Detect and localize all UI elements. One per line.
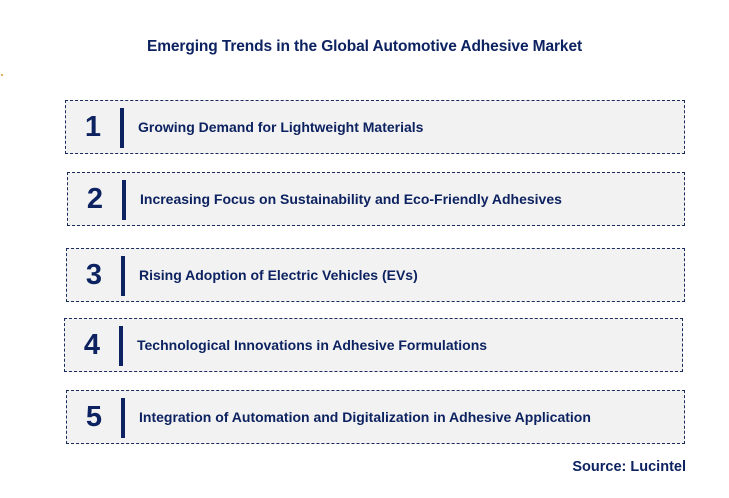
trend-number: 2 — [86, 182, 104, 215]
trend-item-2: 2 Increasing Focus on Sustainability and… — [67, 172, 685, 226]
source-credit: Source: Lucintel — [572, 459, 686, 475]
trend-label: Growing Demand for Lightweight Materials — [138, 119, 424, 135]
trend-number: 1 — [84, 110, 102, 143]
trend-number: 5 — [85, 400, 103, 433]
trend-number: 3 — [85, 258, 103, 291]
trend-item-5: 5 Integration of Automation and Digitali… — [66, 390, 685, 444]
trend-item-3: 3 Rising Adoption of Electric Vehicles (… — [66, 248, 685, 302]
divider-bar — [119, 326, 123, 366]
trend-label: Integration of Automation and Digitaliza… — [139, 409, 591, 425]
trend-item-1: 1 Growing Demand for Lightweight Materia… — [65, 100, 685, 154]
trend-label: Technological Innovations in Adhesive Fo… — [137, 337, 488, 353]
trend-label: Rising Adoption of Electric Vehicles (EV… — [139, 267, 418, 283]
divider-bar — [120, 108, 124, 148]
trend-number: 4 — [83, 328, 101, 361]
divider-bar — [122, 180, 126, 220]
decorative-dot — [1, 74, 3, 76]
divider-bar — [121, 398, 125, 438]
divider-bar — [121, 256, 125, 296]
trend-label: Increasing Focus on Sustainability and E… — [140, 191, 562, 207]
trend-item-4: 4 Technological Innovations in Adhesive … — [64, 318, 683, 372]
diagram-title: Emerging Trends in the Global Automotive… — [146, 38, 583, 55]
